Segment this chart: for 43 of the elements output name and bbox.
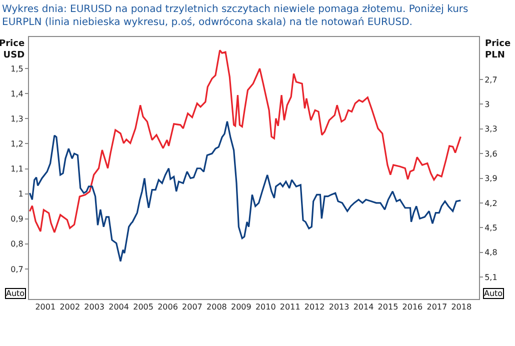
y2-tick-label: 3,6 bbox=[484, 149, 498, 158]
y2-tick-label: 3,9 bbox=[484, 174, 498, 184]
line-series bbox=[29, 49, 462, 234]
y2-tick-label: 3 bbox=[484, 100, 490, 109]
y-tick-label: 1,1 bbox=[10, 164, 24, 174]
y-tick-label: 1,3 bbox=[10, 114, 24, 124]
y-tick-label: 1,5 bbox=[10, 64, 24, 74]
x-tick-label: 2016 bbox=[402, 302, 423, 312]
y-tick-label: 0,9 bbox=[10, 214, 24, 224]
x-tick-label: 2011 bbox=[280, 302, 300, 312]
y-axis-title: Price USD bbox=[0, 39, 25, 61]
x-tick-label: 2003 bbox=[84, 302, 105, 312]
x-tick-label: 2001 bbox=[35, 302, 56, 312]
x-tick-label: 2002 bbox=[60, 302, 80, 312]
x-tick-label: 2007 bbox=[182, 302, 202, 312]
y2-tick-label: 3,3 bbox=[484, 124, 498, 134]
y-tick-label: 1,2 bbox=[10, 140, 24, 148]
x-tick-label: 2014 bbox=[353, 302, 374, 312]
y-tick-label: 0,8 bbox=[10, 240, 24, 249]
x-tick-label: 2018 bbox=[451, 302, 472, 312]
x-tick-label: 2009 bbox=[230, 302, 252, 312]
chart-title: Wykres dnia: EURUSD na ponad trzyletnich szczytach niewiele pomaga złotemu. Poniżej kurs EURPLN (linia niebieska wykresu, p.oś, odwrócona skala) na tle notowań EURUSD. bbox=[2, 4, 468, 28]
line-series bbox=[29, 120, 462, 262]
x-tick-label: 2015 bbox=[378, 302, 398, 312]
x-tick-label: 2008 bbox=[206, 302, 227, 312]
y2-tick-label: 4,5 bbox=[484, 223, 498, 232]
x-tick-label: 2004 bbox=[108, 302, 129, 312]
text: Auto bbox=[6, 289, 25, 298]
y-tick-label: 1,4 bbox=[10, 89, 24, 98]
x-tick-label: 2006 bbox=[158, 302, 178, 312]
y2-tick-label: 5,1 bbox=[484, 272, 498, 282]
x-tick-label: 2012 bbox=[304, 302, 325, 312]
y-tick-label: 0,7 bbox=[10, 264, 24, 274]
y2-tick-label: 2,7 bbox=[484, 75, 498, 84]
x-tick-label: 2005 bbox=[133, 302, 154, 312]
x-tick-label: 2010 bbox=[255, 302, 276, 312]
y2-tick-label: 4,2 bbox=[484, 198, 498, 208]
text: Auto bbox=[484, 289, 503, 298]
x-tick-label: 2017 bbox=[426, 302, 448, 312]
y-tick-label: 1 bbox=[18, 190, 24, 199]
y2-tick-label: 4,8 bbox=[484, 248, 498, 258]
y2-axis-title: Price PLN bbox=[485, 39, 511, 61]
x-tick-label: 2013 bbox=[328, 302, 350, 312]
